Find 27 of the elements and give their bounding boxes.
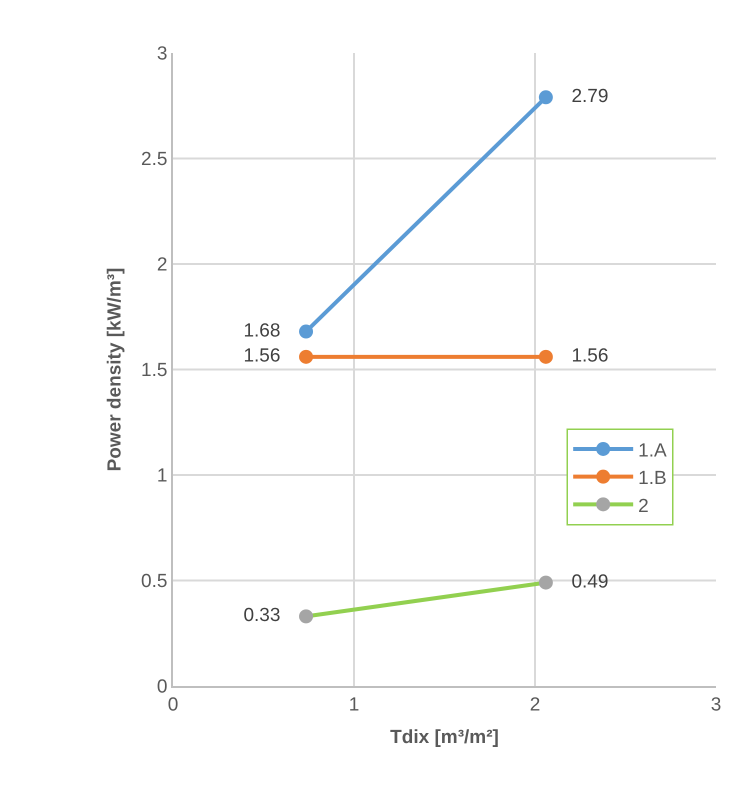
point: [299, 350, 314, 364]
data-label: 0.33: [228, 605, 296, 626]
x-tick-label: 3: [710, 694, 722, 716]
data-label: 1.56: [556, 346, 624, 367]
data-label: 1.56: [228, 346, 296, 367]
point: [299, 609, 314, 624]
y-tick-label: 2: [156, 254, 168, 276]
point: [299, 324, 314, 339]
x-tick-label: 2: [530, 694, 540, 716]
data-label: 1.68: [228, 320, 296, 342]
data-label: 2.79: [556, 86, 624, 108]
point: [538, 90, 553, 104]
y-tick-label: 3: [156, 44, 168, 65]
data-label: 0.49: [556, 571, 624, 592]
y-axis-title: Power density [kW/m³]: [104, 268, 126, 472]
x-tick-label: 1: [348, 694, 360, 716]
y-tick-label: 1: [156, 466, 168, 487]
y-tick-label: 0.5: [141, 571, 168, 592]
x-axis-title: Tdix [m³/m²]: [390, 726, 499, 748]
point: [538, 350, 553, 364]
legend-label: 1.A: [638, 440, 668, 462]
y-tick-label: 1.5: [141, 360, 168, 382]
legend-label: 2: [638, 496, 649, 517]
legend-label: 1.B: [638, 468, 667, 490]
y-tick-label: 2.5: [141, 149, 168, 170]
y-tick-label: 0: [156, 676, 168, 698]
point: [538, 576, 553, 590]
